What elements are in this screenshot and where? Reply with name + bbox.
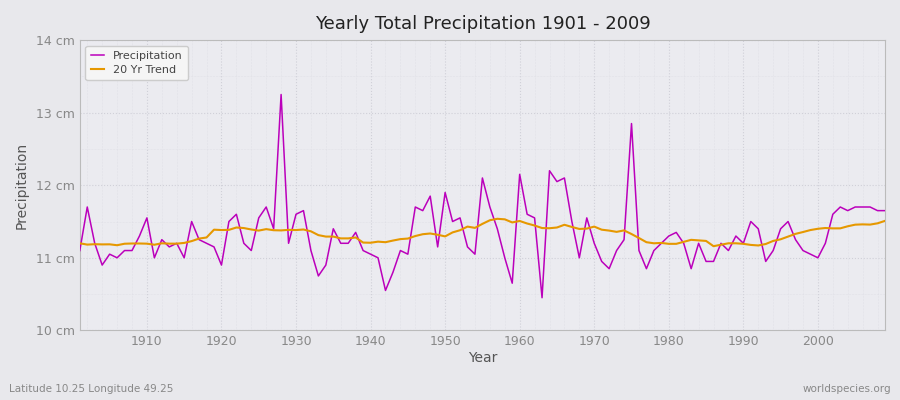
- Precipitation: [522, 212, 533, 217]
- Precipitation: [536, 295, 547, 300]
- 20 Yr Trend: [343, 236, 354, 241]
- 20 Yr Trend: [298, 227, 309, 232]
- 20 Yr Trend: [611, 230, 622, 234]
- 20 Yr Trend: [134, 241, 145, 246]
- 20 Yr Trend: [879, 218, 890, 223]
- Line: Precipitation: Precipitation: [80, 94, 885, 298]
- Text: worldspecies.org: worldspecies.org: [803, 384, 891, 394]
- Legend: Precipitation, 20 Yr Trend: Precipitation, 20 Yr Trend: [86, 46, 188, 80]
- 20 Yr Trend: [708, 244, 719, 248]
- X-axis label: Year: Year: [468, 351, 497, 365]
- Precipitation: [275, 92, 286, 97]
- Precipitation: [350, 230, 361, 235]
- 20 Yr Trend: [75, 241, 86, 246]
- Precipitation: [134, 234, 145, 238]
- Precipitation: [75, 248, 86, 253]
- 20 Yr Trend: [514, 218, 525, 223]
- Text: Latitude 10.25 Longitude 49.25: Latitude 10.25 Longitude 49.25: [9, 384, 174, 394]
- Precipitation: [879, 208, 890, 213]
- Line: 20 Yr Trend: 20 Yr Trend: [80, 219, 885, 246]
- Title: Yearly Total Precipitation 1901 - 2009: Yearly Total Precipitation 1901 - 2009: [314, 15, 651, 33]
- 20 Yr Trend: [522, 221, 533, 226]
- Precipitation: [514, 172, 525, 177]
- Y-axis label: Precipitation: Precipitation: [15, 142, 29, 229]
- Precipitation: [618, 237, 629, 242]
- Precipitation: [305, 248, 316, 253]
- 20 Yr Trend: [492, 216, 503, 221]
